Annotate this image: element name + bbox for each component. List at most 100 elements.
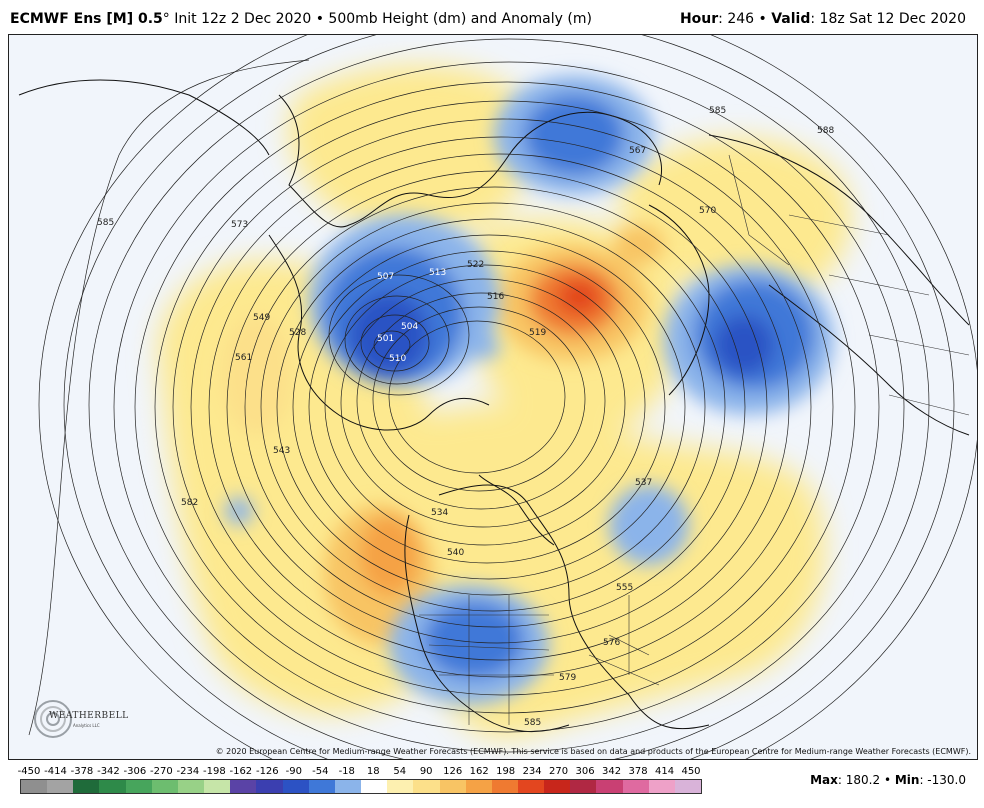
colorbar-tick-label: 54 bbox=[393, 766, 407, 777]
logo-wordmark: WEATHERBELL bbox=[49, 711, 129, 721]
colorbar-swatch bbox=[517, 780, 545, 793]
contour-label: 537 bbox=[635, 478, 652, 488]
contour-label: 585 bbox=[97, 218, 114, 228]
polar-map: 585 588 567 570 573 549 528 561 543 582 … bbox=[18, 35, 977, 759]
contour-label: 510 bbox=[389, 354, 406, 364]
colorbar-swatch bbox=[361, 780, 388, 793]
contour-label: 528 bbox=[289, 328, 306, 338]
colorbar-tick-label: -90 bbox=[285, 766, 302, 777]
colorbar-swatch bbox=[73, 780, 100, 793]
colorbar-swatch bbox=[47, 780, 74, 793]
contour-label: 543 bbox=[273, 446, 290, 456]
colorbar-swatch bbox=[99, 780, 126, 793]
max-value: : 180.2 bbox=[837, 773, 881, 787]
contour-label: 516 bbox=[487, 292, 504, 302]
colorbar-swatch bbox=[570, 780, 597, 793]
colorbar-tick-label: 342 bbox=[602, 766, 622, 777]
colorbar-swatch bbox=[544, 780, 571, 793]
valid-value: : 18z Sat 12 Dec 2020 bbox=[810, 11, 966, 27]
colorbar-swatch bbox=[387, 780, 414, 793]
colorbar-tick-label: -270 bbox=[150, 766, 173, 777]
colorbar-tick-label: 234 bbox=[522, 766, 542, 777]
colorbar-ticks: -450 -414 -378 -342 -306 -270 -234 -198 -162 -126… bbox=[0, 766, 720, 778]
logo-subtitle: Analytics LLC bbox=[73, 723, 100, 728]
colorbar-swatch bbox=[21, 780, 48, 793]
legend-footer: -450 -414 -378 -342 -306 -270 -234 -198 -162 -126… bbox=[0, 760, 984, 808]
stats-separator: • bbox=[883, 773, 892, 787]
colorbar-tick-label: 198 bbox=[496, 766, 516, 777]
contour-label: 573 bbox=[231, 220, 248, 230]
field-description: 500mb Height (dm) and Anomaly (m) bbox=[328, 11, 592, 27]
contour-label: 576 bbox=[603, 638, 620, 648]
valid-time: Hour: 246 • Valid: 18z Sat 12 Dec 2020 bbox=[680, 11, 966, 27]
colorbar-tick-label: -126 bbox=[255, 766, 279, 777]
contour-label: 519 bbox=[529, 328, 546, 338]
colorbar-tick-label: -162 bbox=[229, 766, 253, 777]
colorbar-tick-label: -450 bbox=[17, 766, 41, 777]
warm-anomaly-core bbox=[222, 225, 664, 645]
model-name: ECMWF Ens [M] 0.5 bbox=[10, 11, 163, 27]
colorbar-tick-label: -54 bbox=[312, 766, 329, 777]
hour-value: : 246 bbox=[718, 11, 755, 27]
header: ECMWF Ens [M] 0.5° Init 12z 2 Dec 2020 •… bbox=[0, 0, 984, 34]
contour-label: 579 bbox=[559, 673, 576, 683]
colorbar-tick-label: -198 bbox=[203, 766, 226, 777]
colorbar-swatch bbox=[125, 780, 152, 793]
colorbar-tick-label: -378 bbox=[70, 766, 94, 777]
colorbar-tick-label: 270 bbox=[549, 766, 569, 777]
colorbar-tick-label: -18 bbox=[338, 766, 355, 777]
init-time: Init 12z 2 Dec 2020 bbox=[174, 11, 312, 27]
contour-label: 513 bbox=[429, 268, 446, 278]
colorbar-tick-label: 162 bbox=[469, 766, 489, 777]
outer-contour-west bbox=[28, 59, 310, 736]
colorbar-tick-label: 450 bbox=[681, 766, 701, 777]
height-contours bbox=[38, 35, 977, 759]
colorbar-swatch bbox=[596, 780, 623, 793]
contour-label: 549 bbox=[253, 313, 270, 323]
colorbar-swatch bbox=[256, 780, 283, 793]
colorbar-tick-label: -234 bbox=[176, 766, 200, 777]
colorbar-swatch bbox=[204, 780, 231, 793]
contour-label: 555 bbox=[616, 583, 633, 593]
contour-label: 540 bbox=[447, 548, 464, 558]
title-separator-2: • bbox=[758, 11, 767, 27]
title-separator: • bbox=[315, 11, 324, 27]
colorbar-tick-label: 378 bbox=[628, 766, 648, 777]
colorbar-tick-label: 414 bbox=[654, 766, 675, 777]
anomaly-colorbar bbox=[20, 779, 702, 794]
copyright-notice: © 2020 European Centre for Medium-range … bbox=[215, 747, 971, 756]
colorbar-swatch bbox=[177, 780, 205, 793]
colorbar-swatch bbox=[308, 780, 335, 793]
hour-label: Hour bbox=[679, 11, 719, 27]
contour-label: 567 bbox=[629, 146, 646, 156]
max-label: Max bbox=[810, 773, 838, 787]
colorbar-swatch bbox=[674, 780, 702, 793]
contour-label: 585 bbox=[524, 718, 541, 728]
contour-label: 534 bbox=[431, 508, 448, 518]
weatherbell-logo: WEATHERBELL Analytics LLC bbox=[23, 697, 128, 741]
swirl-icon bbox=[34, 700, 72, 738]
colorbar-swatch bbox=[439, 780, 466, 793]
colorbar-swatch bbox=[622, 780, 649, 793]
map-title: ECMWF Ens [M] 0.5° Init 12z 2 Dec 2020 •… bbox=[10, 11, 592, 27]
colorbar-swatch bbox=[491, 780, 518, 793]
contour-label: 504 bbox=[401, 322, 418, 332]
valid-label: Valid bbox=[771, 11, 811, 27]
colorbar-tick-label: 306 bbox=[575, 766, 595, 777]
contour-label: 561 bbox=[235, 353, 252, 363]
colorbar-swatch bbox=[413, 780, 440, 793]
colorbar-tick-label: 126 bbox=[443, 766, 463, 777]
colorbar-swatch bbox=[648, 780, 675, 793]
colorbar-tick-label: -414 bbox=[44, 766, 67, 777]
contour-label: 585 bbox=[709, 106, 726, 116]
min-label: Min bbox=[894, 773, 920, 787]
contour-label: 507 bbox=[377, 272, 394, 282]
max-min-stats: Max: 180.2 • Min: -130.0 bbox=[810, 773, 966, 787]
contour-label: 582 bbox=[181, 498, 198, 508]
map-panel[interactable]: 585 588 567 570 573 549 528 561 543 582 … bbox=[8, 34, 978, 760]
colorbar-tick-label: 90 bbox=[419, 766, 433, 777]
colorbar-swatch bbox=[334, 780, 362, 793]
contour-label: 588 bbox=[817, 126, 834, 136]
colorbar-swatch bbox=[465, 780, 492, 793]
contour-label: 501 bbox=[377, 334, 394, 344]
